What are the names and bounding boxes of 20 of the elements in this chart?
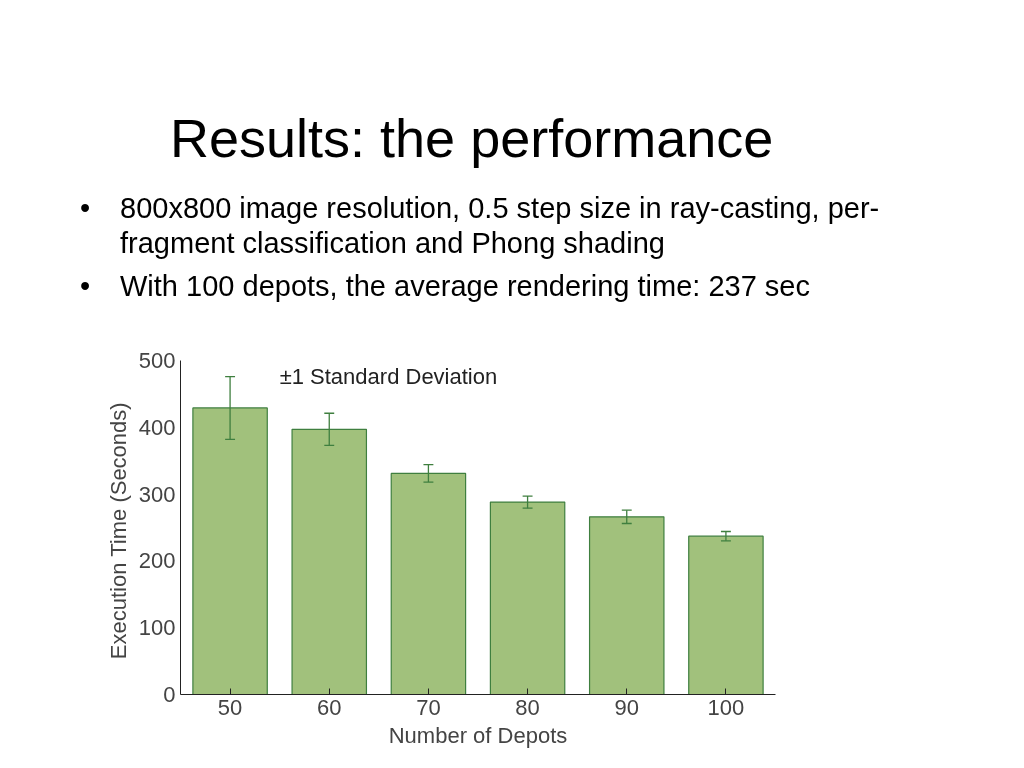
chart-title: Results: the performance [170,107,775,170]
x-tick-label: 90 [614,694,639,720]
y-tick-label: 200 [138,548,176,574]
y-tick-label: 400 [138,414,176,440]
x-tick-label: 60 [317,694,342,720]
x-axis-title: Number of Depots [388,722,568,748]
x-tick-label: 100 [707,694,745,720]
y-axis-title: Execution Time (Seconds) [105,402,131,660]
y-tick-label: 300 [138,481,176,507]
bar [688,535,764,695]
x-tick-label: 50 [217,694,243,720]
text: • 800x800 image resolution, 0.5 step size in ray-casting, per-fragment classification and Phong shading [80,191,881,261]
text: • With 100 depots, the average rendering time: 237 sec [80,268,811,304]
x-tick-label: 80 [515,694,540,720]
y-tick-label: 100 [138,615,176,641]
y-tick-label: 500 [138,348,176,373]
y-tick-label: 0 [163,682,176,707]
bar [489,501,566,695]
annotation: ±1 Standard Deviation [279,363,498,389]
x-tick-label: 70 [416,694,441,720]
